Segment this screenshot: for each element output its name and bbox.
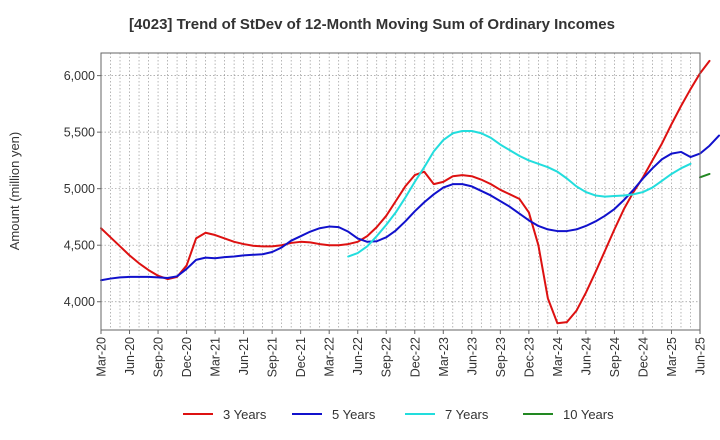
legend: 3 Years 5 Years 7 Years 10 Years — [183, 407, 614, 422]
x-tick-label: Jun-22 — [351, 337, 365, 375]
series-line-10-years — [699, 172, 711, 179]
legend-label: 10 Years — [563, 407, 614, 422]
legend-label: 7 Years — [445, 407, 489, 422]
series-line-7-years — [347, 130, 692, 258]
grid — [100, 53, 701, 330]
x-tick-label: Jun-20 — [123, 337, 137, 375]
y-tick-labels: 4,000 4,500 5,000 5,500 6,000 — [64, 69, 101, 309]
x-tick-label: Jun-23 — [465, 337, 479, 375]
x-tick-label: Dec-22 — [408, 337, 422, 377]
y-tick-label: 5,000 — [64, 182, 95, 196]
y-tick-label: 4,000 — [64, 295, 95, 309]
x-tick-labels: Mar-20 Jun-20 Sep-20 Dec-20 Mar-21 Jun-21 Sep-… — [95, 330, 708, 377]
x-tick-label: Mar-21 — [209, 337, 223, 377]
y-tick-label: 4,500 — [64, 239, 95, 253]
x-tick-label: Mar-20 — [95, 337, 109, 377]
x-tick-label: Dec-24 — [636, 337, 650, 377]
legend-label: 5 Years — [332, 407, 376, 422]
x-tick-label: Dec-20 — [180, 337, 194, 377]
x-tick-label: Mar-25 — [665, 337, 679, 377]
x-tick-label: Sep-22 — [380, 337, 394, 377]
x-tick-label: Sep-21 — [266, 337, 280, 377]
x-tick-label: Jun-24 — [579, 337, 593, 375]
series-line-3-years — [100, 59, 711, 325]
chart-title: [4023] Trend of StDev of 12-Month Moving… — [129, 16, 615, 33]
x-tick-label: Sep-24 — [608, 337, 622, 377]
legend-label: 3 Years — [223, 407, 267, 422]
x-tick-label: Dec-23 — [522, 337, 536, 377]
x-tick-label: Dec-21 — [294, 337, 308, 377]
x-tick-label: Mar-22 — [323, 337, 337, 377]
y-tick-label: 6,000 — [64, 69, 95, 83]
plot-frame — [100, 52, 701, 331]
series-layer — [100, 59, 720, 325]
series-line-5-years — [100, 134, 720, 282]
x-tick-label: Jun-25 — [694, 337, 708, 375]
x-tick-label: Sep-20 — [152, 337, 166, 377]
x-tick-label: Sep-23 — [494, 337, 508, 377]
y-axis-label: Amount (million yen) — [7, 132, 22, 251]
x-tick-label: Jun-21 — [237, 337, 251, 375]
x-tick-label: Mar-24 — [551, 337, 565, 377]
x-tick-label: Mar-23 — [437, 337, 451, 377]
y-tick-label: 5,500 — [64, 126, 95, 140]
